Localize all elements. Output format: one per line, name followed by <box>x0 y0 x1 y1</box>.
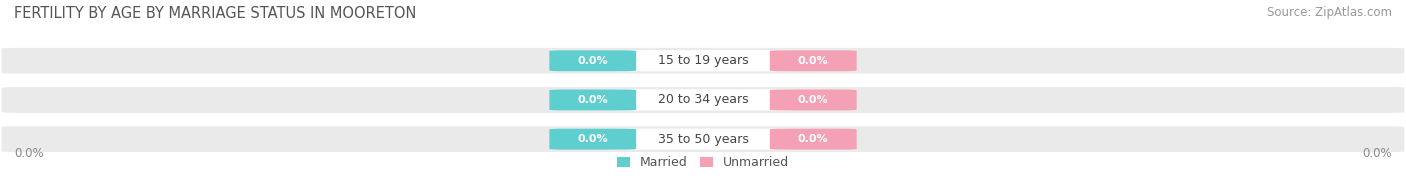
Text: FERTILITY BY AGE BY MARRIAGE STATUS IN MOORETON: FERTILITY BY AGE BY MARRIAGE STATUS IN M… <box>14 6 416 21</box>
Text: 0.0%: 0.0% <box>578 56 607 66</box>
FancyBboxPatch shape <box>770 90 856 110</box>
Text: 35 to 50 years: 35 to 50 years <box>658 133 748 146</box>
Text: 0.0%: 0.0% <box>14 147 44 160</box>
Text: 0.0%: 0.0% <box>799 56 828 66</box>
FancyBboxPatch shape <box>550 50 636 71</box>
FancyBboxPatch shape <box>1 87 1405 113</box>
Text: Source: ZipAtlas.com: Source: ZipAtlas.com <box>1267 6 1392 19</box>
FancyBboxPatch shape <box>612 129 794 150</box>
Text: 0.0%: 0.0% <box>578 95 607 105</box>
Legend: Married, Unmarried: Married, Unmarried <box>617 156 789 169</box>
Text: 0.0%: 0.0% <box>799 95 828 105</box>
Text: 0.0%: 0.0% <box>1362 147 1392 160</box>
Text: 0.0%: 0.0% <box>799 134 828 144</box>
FancyBboxPatch shape <box>770 129 856 150</box>
FancyBboxPatch shape <box>550 129 636 150</box>
FancyBboxPatch shape <box>612 89 794 111</box>
Text: 0.0%: 0.0% <box>578 134 607 144</box>
FancyBboxPatch shape <box>1 126 1405 152</box>
FancyBboxPatch shape <box>612 50 794 71</box>
FancyBboxPatch shape <box>770 50 856 71</box>
Text: 15 to 19 years: 15 to 19 years <box>658 54 748 67</box>
FancyBboxPatch shape <box>1 48 1405 74</box>
Text: 20 to 34 years: 20 to 34 years <box>658 93 748 106</box>
FancyBboxPatch shape <box>550 90 636 110</box>
